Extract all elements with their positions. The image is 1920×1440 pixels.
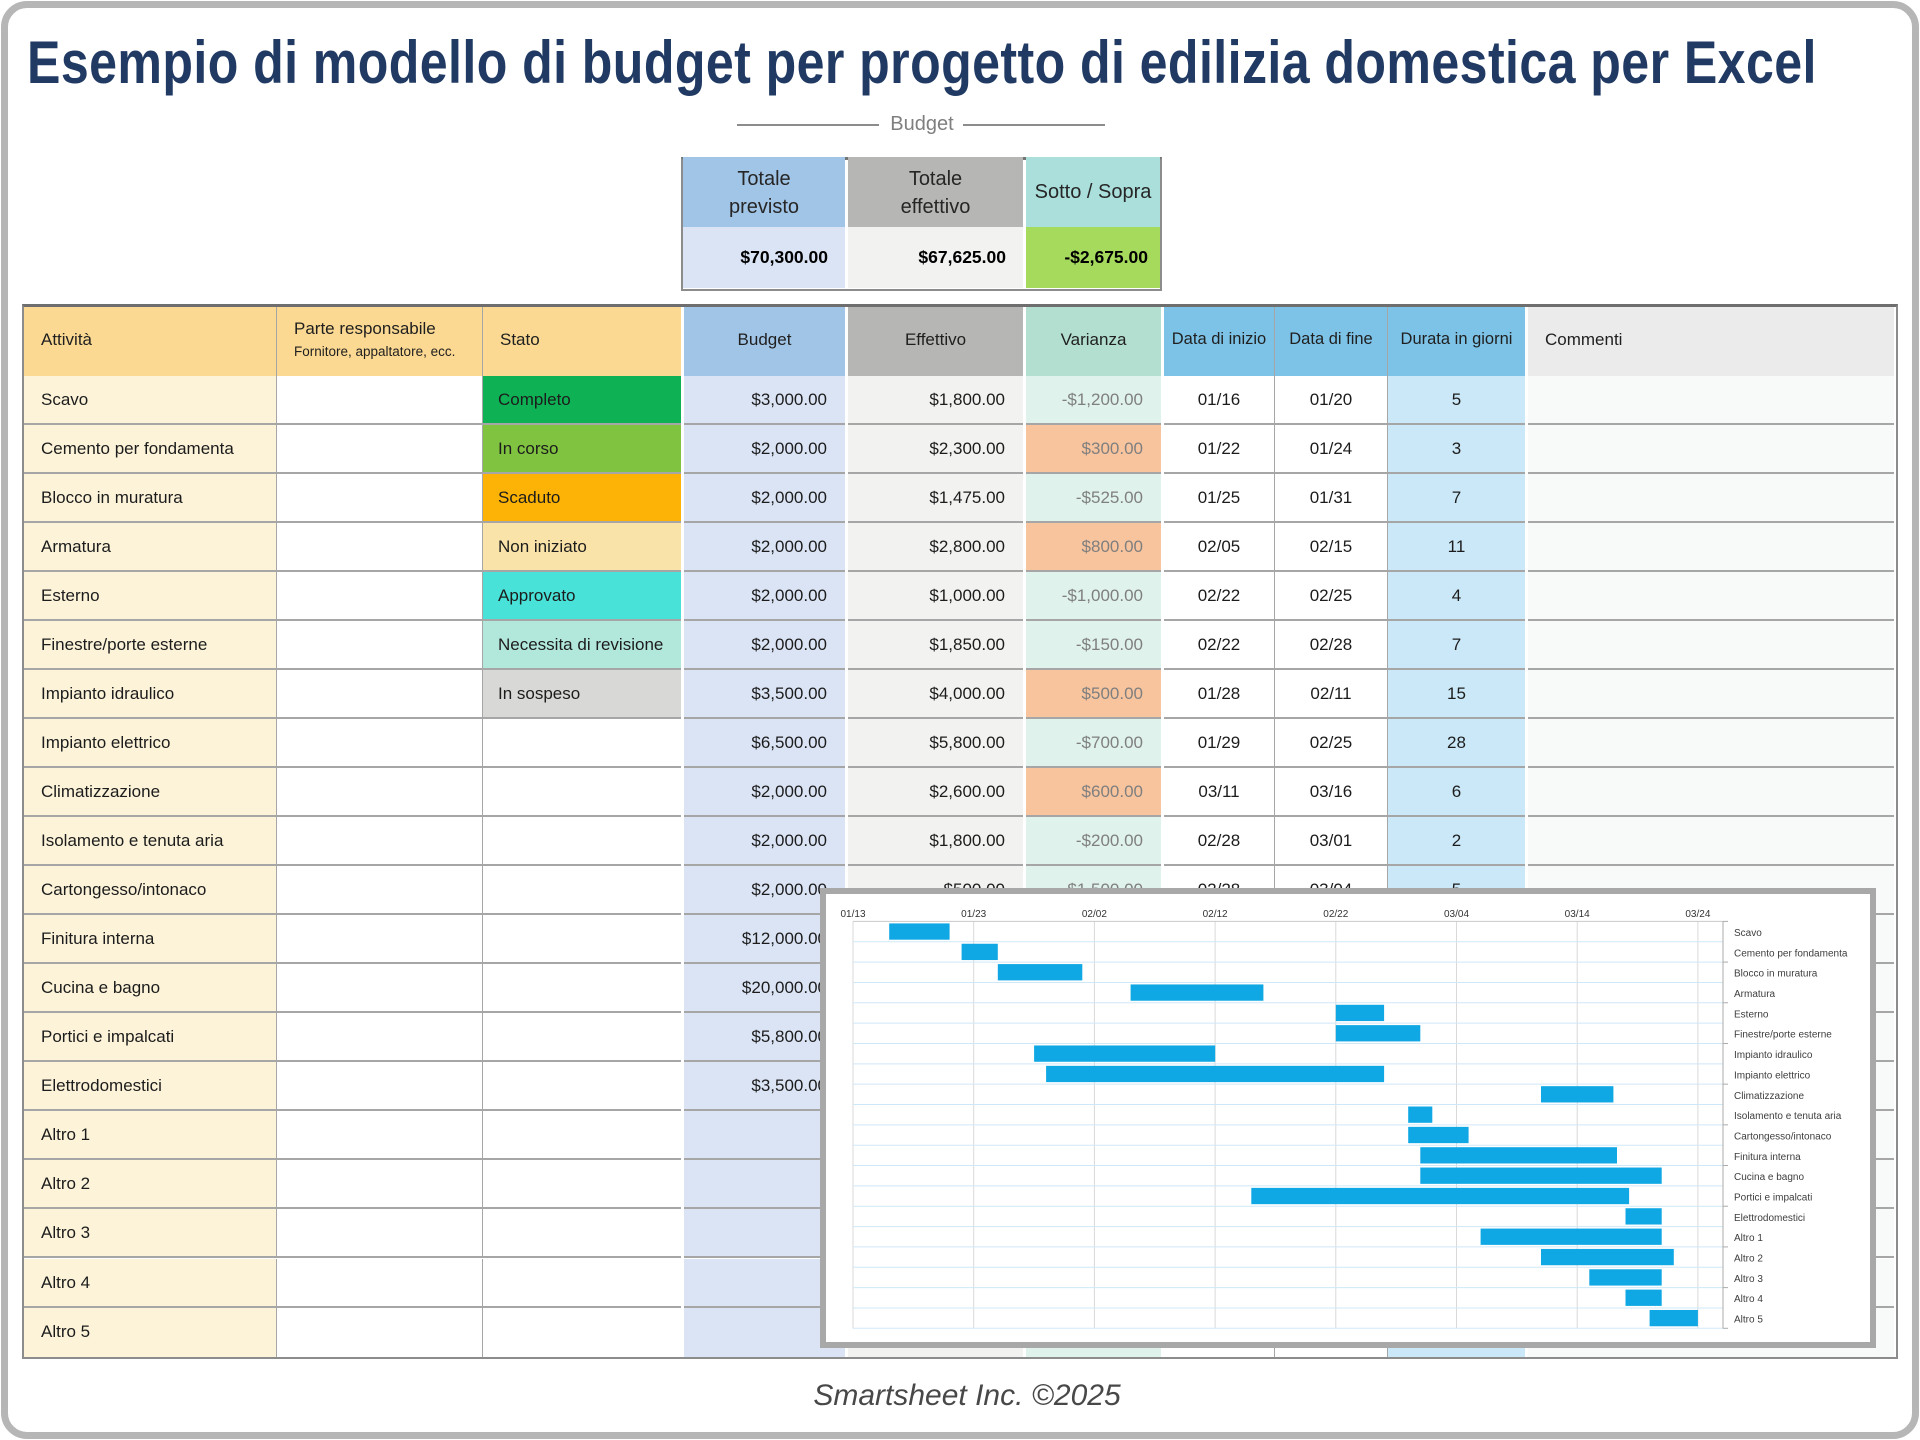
svg-text:Portici e impalcati: Portici e impalcati	[1734, 1192, 1812, 1203]
svg-text:Scavo: Scavo	[1734, 928, 1762, 939]
svg-text:02/12: 02/12	[1203, 909, 1228, 920]
svg-text:Impianto elettrico: Impianto elettrico	[1734, 1070, 1811, 1081]
svg-text:02/22: 02/22	[1323, 909, 1348, 920]
svg-text:Armatura: Armatura	[1734, 989, 1776, 1000]
svg-text:Finitura interna: Finitura interna	[1734, 1152, 1801, 1163]
svg-text:Impianto idraulico: Impianto idraulico	[1734, 1050, 1813, 1061]
svg-text:Climatizzazione: Climatizzazione	[1734, 1091, 1804, 1102]
svg-text:Altro 1: Altro 1	[1734, 1233, 1763, 1244]
svg-text:Esterno: Esterno	[1734, 1009, 1769, 1020]
svg-text:Isolamento e tenuta aria: Isolamento e tenuta aria	[1734, 1111, 1842, 1122]
svg-text:Finestre/porte esterne: Finestre/porte esterne	[1734, 1030, 1832, 1041]
svg-text:03/14: 03/14	[1565, 909, 1590, 920]
svg-text:03/24: 03/24	[1685, 909, 1710, 920]
svg-text:01/13: 01/13	[840, 909, 865, 920]
svg-text:02/02: 02/02	[1082, 909, 1107, 920]
svg-text:Blocco in muratura: Blocco in muratura	[1734, 969, 1818, 980]
svg-text:03/04: 03/04	[1444, 909, 1469, 920]
svg-text:01/23: 01/23	[961, 909, 986, 920]
svg-text:Cartongesso/intonaco: Cartongesso/intonaco	[1734, 1131, 1832, 1142]
svg-text:Altro 2: Altro 2	[1734, 1254, 1763, 1265]
svg-text:Cucina e bagno: Cucina e bagno	[1734, 1172, 1804, 1183]
svg-text:Elettrodomestici: Elettrodomestici	[1734, 1213, 1805, 1224]
svg-text:Altro 4: Altro 4	[1734, 1294, 1763, 1305]
svg-text:Cemento per fondamenta: Cemento per fondamenta	[1734, 948, 1848, 959]
svg-text:Altro 3: Altro 3	[1734, 1274, 1763, 1285]
svg-text:Altro 5: Altro 5	[1734, 1315, 1763, 1326]
